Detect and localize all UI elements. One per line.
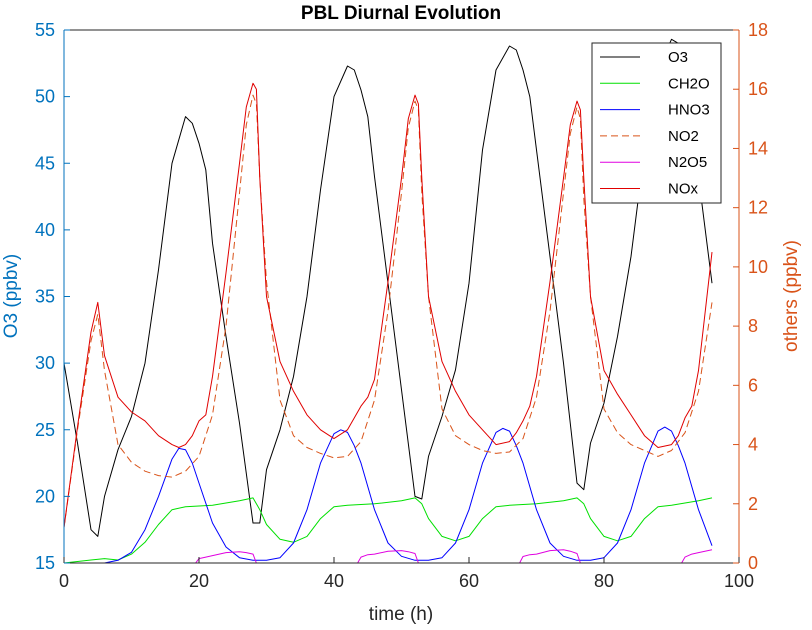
y-right-tick-label: 4: [748, 435, 758, 455]
y-left-tick-label: 20: [35, 486, 55, 506]
y-right-tick-label: 0: [748, 553, 758, 573]
y-left-axis-title: O3 (ppbv): [1, 254, 22, 338]
x-tick-label: 80: [594, 571, 614, 591]
legend-label-ch2o: CH2O: [668, 75, 710, 92]
legend-label-o3: O3: [668, 49, 688, 66]
y-left-axis-ticks: 15 20 25 30 35 40 45 50 55: [35, 20, 70, 573]
y-left-tick-label: 15: [35, 553, 55, 573]
y-left-tick-label: 40: [35, 220, 55, 240]
y-left-tick-label: 30: [35, 353, 55, 373]
series-layer: [64, 38, 713, 563]
legend-label-no2: NO2: [668, 128, 699, 145]
y-right-tick-label: 12: [748, 198, 768, 218]
x-axis-title: time (h): [369, 604, 433, 625]
x-tick-label: 40: [324, 571, 344, 591]
x-tick-label: 60: [459, 571, 479, 591]
x-axis-ticks: 0 20 40 60 80 100: [59, 557, 754, 591]
y-right-axis-title: others (ppbv): [781, 240, 802, 352]
y-left-tick-label: 35: [35, 287, 55, 307]
y-right-tick-label: 18: [748, 20, 768, 40]
series-line-no2: [64, 94, 713, 528]
legend: O3 CH2O HNO3 NO2 N2O5 NOx: [591, 42, 722, 204]
y-left-tick-label: 50: [35, 87, 55, 107]
y-left-tick-label: 45: [35, 153, 55, 173]
legend-label-n2o5: N2O5: [668, 154, 707, 171]
y-right-tick-label: 16: [748, 79, 768, 99]
y-right-tick-label: 6: [748, 375, 758, 395]
y-right-tick-label: 14: [748, 138, 768, 158]
x-tick-label: 0: [59, 571, 69, 591]
series-line-ch2o: [64, 497, 713, 563]
y-right-tick-label: 10: [748, 257, 768, 277]
y-right-axis-ticks: 0 2 4 6 8 10 12 14 16 18: [733, 20, 768, 573]
x-tick-label: 20: [189, 571, 209, 591]
y-left-tick-label: 25: [35, 420, 55, 440]
y-right-tick-label: 2: [748, 494, 758, 514]
series-line-nox: [64, 82, 713, 528]
x-tick-label: 100: [724, 571, 754, 591]
series-line-n2o5: [64, 549, 713, 563]
series-line-hno3: [64, 426, 713, 563]
y-right-tick-label: 8: [748, 316, 758, 336]
chart-title: PBL Diurnal Evolution: [301, 3, 501, 24]
legend-label-nox: NOx: [668, 181, 699, 198]
y-left-tick-label: 55: [35, 20, 55, 40]
legend-box: [591, 42, 722, 204]
legend-label-hno3: HNO3: [668, 102, 710, 119]
